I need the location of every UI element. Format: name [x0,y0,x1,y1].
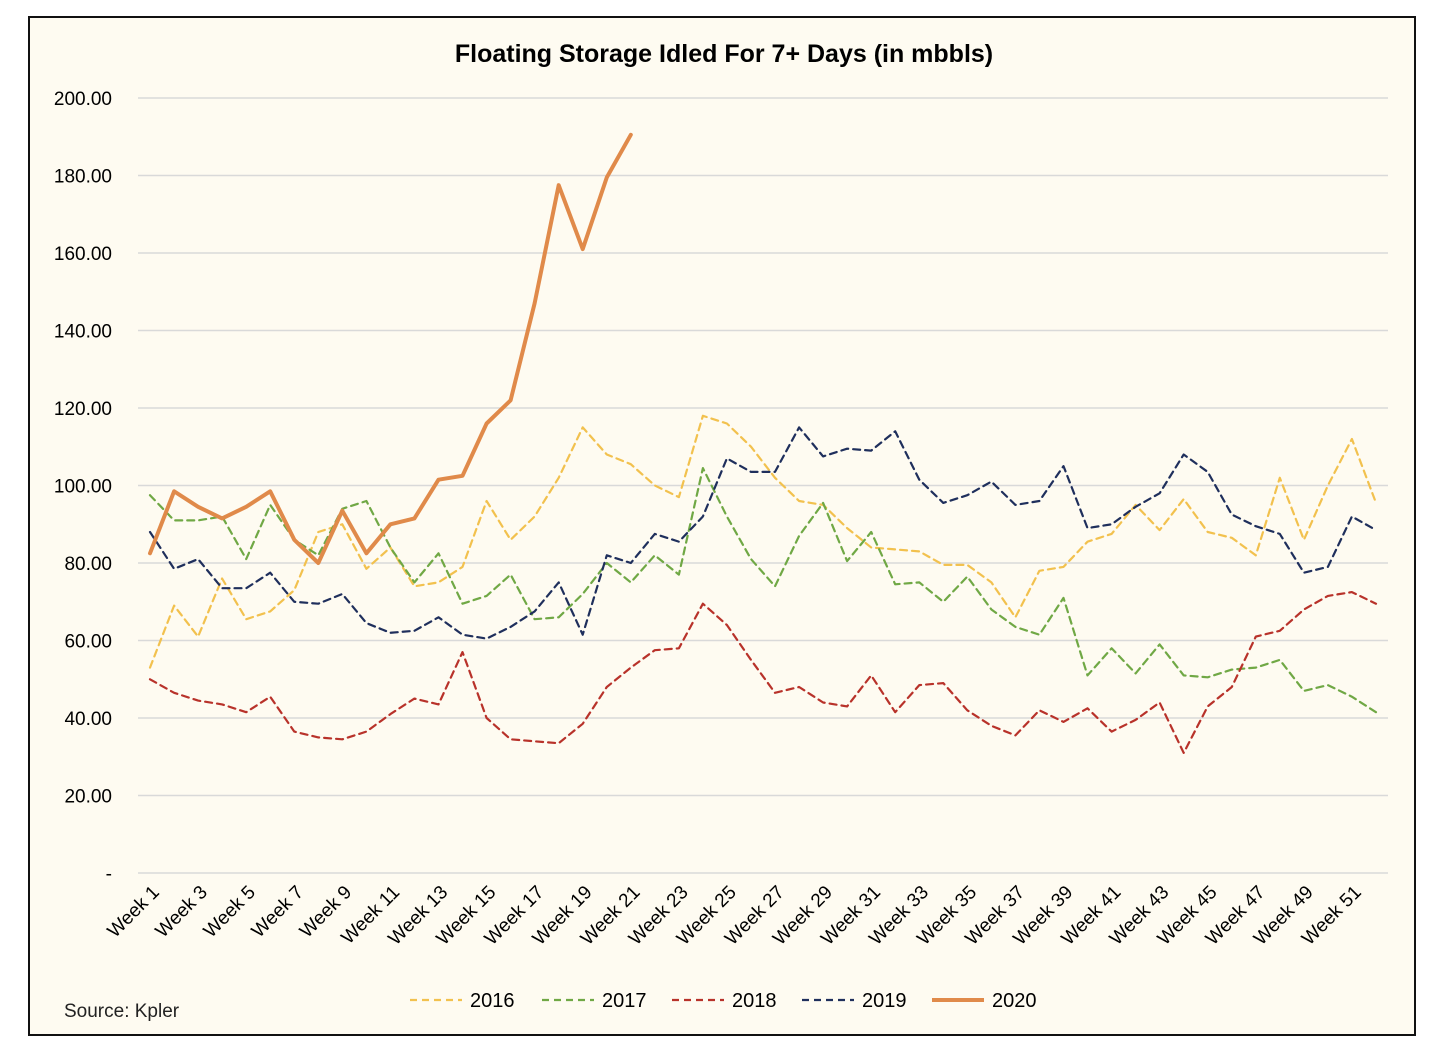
series-line-2018 [148,590,1378,755]
x-tick-label: Week 1 [104,882,164,942]
chart-title: Floating Storage Idled For 7+ Days (in m… [455,40,993,68]
y-tick-label: 160.00 [54,244,112,265]
x-tick-label: Week 3 [152,882,212,942]
y-tick-label: 40.00 [64,709,112,730]
x-tick-label: Week 7 [248,882,308,942]
legend: 2016 2017 2018 2019 2020 [410,990,1037,1012]
series-line-2020 [148,132,633,565]
y-tick-label: 200.00 [54,89,112,110]
y-tick-label: 100.00 [54,477,112,498]
legend-label-2019: 2019 [862,990,907,1012]
y-tick-label: 180.00 [54,167,112,188]
legend-label-2018: 2018 [732,990,777,1012]
y-tick-label: 20.00 [64,787,112,808]
legend-label-2020: 2020 [992,990,1037,1012]
y-tick-label: 120.00 [54,399,112,420]
chart-frame: Floating Storage Idled For 7+ Days (in m… [28,16,1416,1036]
gridlines [138,97,1388,874]
series-line-2017 [148,467,1378,714]
series-line-2019 [148,426,1378,640]
x-tick-label: Week 5 [200,882,260,942]
series-lines [148,132,1378,755]
series-line-2016 [148,414,1378,669]
y-axis: - 20.00 40.00 60.00 80.00 100.00 120.00 140.00 1… [54,89,112,885]
y-tick-label: 60.00 [64,632,112,653]
source-note: Source: Kpler [64,1001,180,1022]
line-chart: Floating Storage Idled For 7+ Days (in m… [54,40,1388,1022]
y-tick-label: - [106,864,112,885]
y-tick-label: 80.00 [64,554,112,575]
y-tick-label: 140.00 [54,322,112,343]
legend-label-2016: 2016 [470,990,515,1012]
legend-label-2017: 2017 [602,990,647,1012]
